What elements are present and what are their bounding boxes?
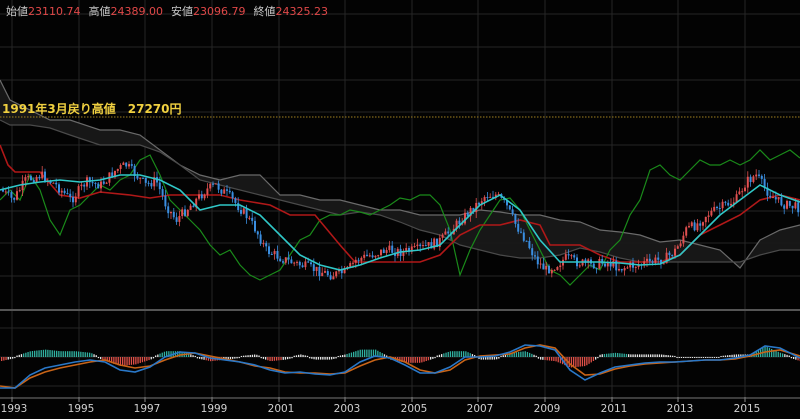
ohlc-high: 高値24389.00 [88, 5, 164, 18]
senkou-span-a [0, 79, 800, 269]
ohlc-legend: 始値23110.74 高値24389.00 安値23096.79 終値24325… [0, 0, 328, 22]
ohlc-close: 終値24325.23 [253, 5, 329, 18]
chikou-span [0, 149, 800, 286]
x-tick-label: 1995 [67, 403, 95, 415]
resistance-annotation: 1991年3月戻り高値 27270円 [2, 102, 182, 116]
ohlc-open: 始値23110.74 [6, 5, 81, 18]
x-tick-label: 2015 [733, 403, 761, 415]
x-tick-label: 2003 [333, 403, 361, 415]
x-tick-label: 2009 [533, 403, 561, 415]
macd-line [0, 344, 800, 389]
x-tick-label: 2011 [600, 403, 628, 415]
x-tick-label: 1999 [200, 403, 228, 415]
kijun-sen [0, 144, 800, 263]
ohlc-low: 安値23096.79 [171, 5, 246, 18]
x-tick-label: 2001 [267, 403, 295, 415]
x-tick-label: 1993 [0, 403, 28, 415]
x-tick-label: 2005 [400, 403, 428, 415]
x-tick-label: 2013 [666, 403, 694, 415]
x-tick-label: 1997 [133, 403, 161, 415]
x-tick-label: 2007 [466, 403, 494, 415]
macd-signal-line [0, 344, 800, 389]
panel-separator [0, 309, 800, 311]
tenkan-sen [0, 174, 800, 271]
